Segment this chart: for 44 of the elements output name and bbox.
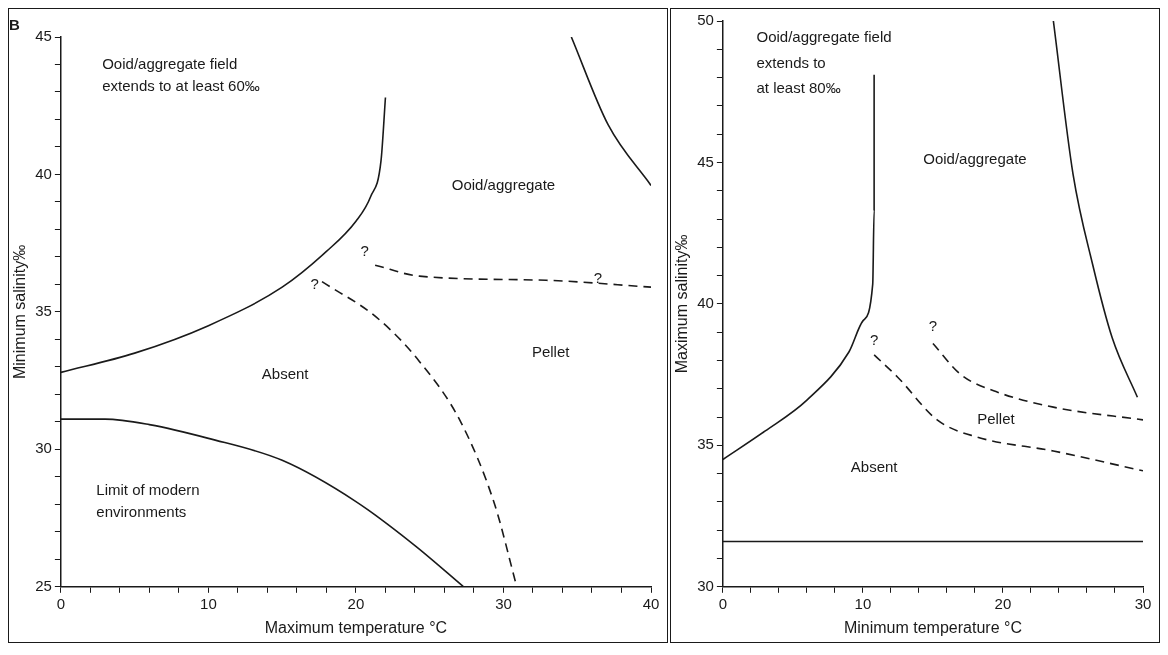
x-tick-label: 40 — [642, 594, 660, 612]
annotation: Absent — [850, 458, 899, 476]
annotation: ? — [310, 274, 319, 292]
y-tick-label: 35 — [35, 302, 52, 320]
x-tick-label: 0 — [56, 594, 66, 612]
y-tick-label: 35 — [697, 435, 714, 453]
annotation: ? — [360, 241, 369, 259]
annotation: Ooid/aggregate field — [102, 54, 238, 72]
x-tick-label: 20 — [347, 594, 365, 612]
annotation: Ooid/aggregate field — [756, 28, 892, 46]
x-axis-title: Maximum temperature °C — [264, 618, 448, 636]
annotation: Limit of modern — [96, 480, 200, 498]
x-tick-label: 10 — [854, 594, 872, 612]
x-tick-label: 0 — [718, 594, 728, 612]
annotation: extends to — [756, 53, 826, 71]
chart-title: B — [9, 16, 20, 34]
annotation: Ooid/aggregate — [923, 149, 1027, 167]
y-axis-title: Minimum salinity‰ — [11, 244, 29, 380]
y-tick-label: 30 — [35, 439, 52, 457]
x-axis-title: Minimum temperature °C — [843, 618, 1022, 636]
annotation: environments — [96, 502, 187, 520]
x-tick-label: 30 — [1134, 594, 1152, 612]
annotation: Absent — [261, 365, 310, 383]
y-tick-label: 25 — [35, 576, 52, 594]
y-tick-label: 45 — [697, 152, 714, 170]
x-tick-label: 10 — [200, 594, 217, 612]
y-tick-label: 30 — [697, 576, 714, 594]
annotation: ? — [928, 316, 938, 334]
x-tick-label: 20 — [994, 594, 1012, 612]
annotation: Pellet — [531, 343, 571, 361]
annotation: Pellet — [977, 410, 1016, 428]
annotation: Ooid/aggregate — [451, 175, 556, 193]
x-tick-label: 30 — [495, 594, 512, 612]
annotation: ? — [593, 269, 603, 287]
annotation: extends to at least 60‰ — [102, 76, 260, 94]
line-series — [374, 264, 651, 288]
annotation: ? — [869, 330, 879, 348]
y-tick-label: 40 — [697, 294, 714, 312]
line-series — [1052, 21, 1139, 399]
y-tick-label: 45 — [35, 27, 52, 45]
y-tick-label: 50 — [697, 11, 714, 29]
y-axis-title: Maximum salinity‰ — [673, 234, 691, 374]
y-tick-label: 40 — [35, 164, 52, 182]
annotation: at least 80‰ — [756, 79, 841, 97]
